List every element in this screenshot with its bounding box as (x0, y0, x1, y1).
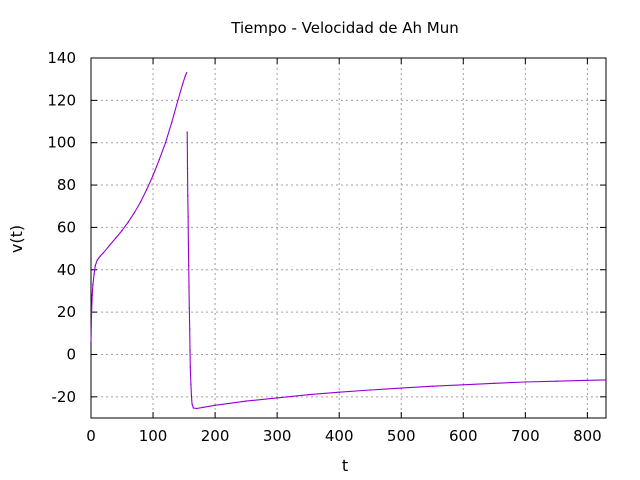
x-tick-label: 600 (449, 427, 478, 445)
data-point (94, 264, 97, 267)
data-point (191, 403, 193, 405)
data-point (90, 311, 93, 313)
data-point (184, 75, 186, 77)
data-point (400, 387, 402, 389)
data-point (189, 349, 191, 351)
data-point (186, 131, 188, 133)
data-point (146, 188, 148, 190)
data-point (245, 400, 247, 402)
y-tick-label: 120 (47, 91, 76, 109)
data-point (127, 221, 129, 223)
x-tick-label: 800 (573, 427, 602, 445)
data-point (108, 244, 111, 247)
y-axis-label: v(t) (7, 225, 26, 253)
data-point (121, 229, 123, 232)
data-point (188, 264, 190, 267)
chart-title: Tiempo - Velocidad de Ah Mun (230, 19, 458, 37)
data-point (171, 121, 173, 124)
data-point (102, 252, 105, 254)
series-line (90, 72, 188, 342)
x-tick-label: 200 (201, 427, 230, 445)
plot-area (90, 72, 607, 410)
series-line (186, 132, 607, 410)
data-point (177, 99, 179, 102)
data-point (524, 381, 526, 383)
data-point (185, 72, 188, 74)
data-point (369, 389, 371, 391)
data-point (555, 380, 558, 382)
data-point (164, 142, 167, 144)
data-point (192, 407, 195, 409)
data-point (139, 201, 142, 203)
data-point (202, 406, 204, 409)
x-tick-label: 500 (387, 427, 416, 445)
grid (91, 58, 606, 418)
y-tick-label: 140 (47, 49, 76, 67)
data-point (307, 394, 309, 396)
data-point (462, 384, 464, 386)
x-tick-label: 100 (139, 427, 168, 445)
x-tick-label: 700 (511, 427, 540, 445)
y-tick-label: 0 (66, 345, 76, 363)
y-tick-label: 40 (57, 261, 76, 279)
data-point (605, 379, 607, 381)
data-point (96, 259, 98, 261)
data-point (187, 243, 190, 246)
x-tick-label: 400 (325, 427, 354, 445)
data-point (195, 407, 198, 410)
y-tick-label: -20 (52, 388, 77, 406)
x-axis-label: t (342, 456, 348, 475)
data-point (186, 167, 189, 169)
data-point (91, 294, 93, 296)
y-tick-label: 100 (47, 134, 76, 152)
y-tick-label: 80 (57, 176, 76, 194)
y-tick-label: 20 (57, 303, 76, 321)
data-point (158, 158, 160, 161)
data-point (188, 286, 190, 288)
data-point (276, 397, 278, 399)
data-point (187, 216, 189, 218)
data-point (188, 307, 190, 309)
data-point (431, 385, 433, 387)
data-point (152, 174, 154, 177)
x-tick-label: 0 (86, 427, 96, 445)
data-point (190, 383, 192, 385)
y-tick-label: 60 (57, 218, 76, 236)
data-point (189, 328, 191, 330)
x-tick-label: 300 (263, 427, 292, 445)
data-point (187, 194, 189, 197)
data-point (338, 391, 340, 393)
data-point (189, 366, 191, 368)
data-point (92, 283, 94, 286)
data-point (586, 379, 589, 381)
data-point (93, 273, 95, 275)
data-point (190, 396, 193, 398)
data-point (133, 211, 136, 214)
plot-frame (90, 57, 607, 419)
data-point (214, 404, 216, 406)
data-point (90, 341, 92, 343)
data-point (115, 237, 117, 239)
data-point (493, 382, 495, 384)
data-point (99, 255, 102, 257)
ticks: 0 100 200 300 400 500 600 700 800 -20 0 20 40 60 80 100… (47, 49, 606, 445)
data-point (182, 82, 184, 85)
